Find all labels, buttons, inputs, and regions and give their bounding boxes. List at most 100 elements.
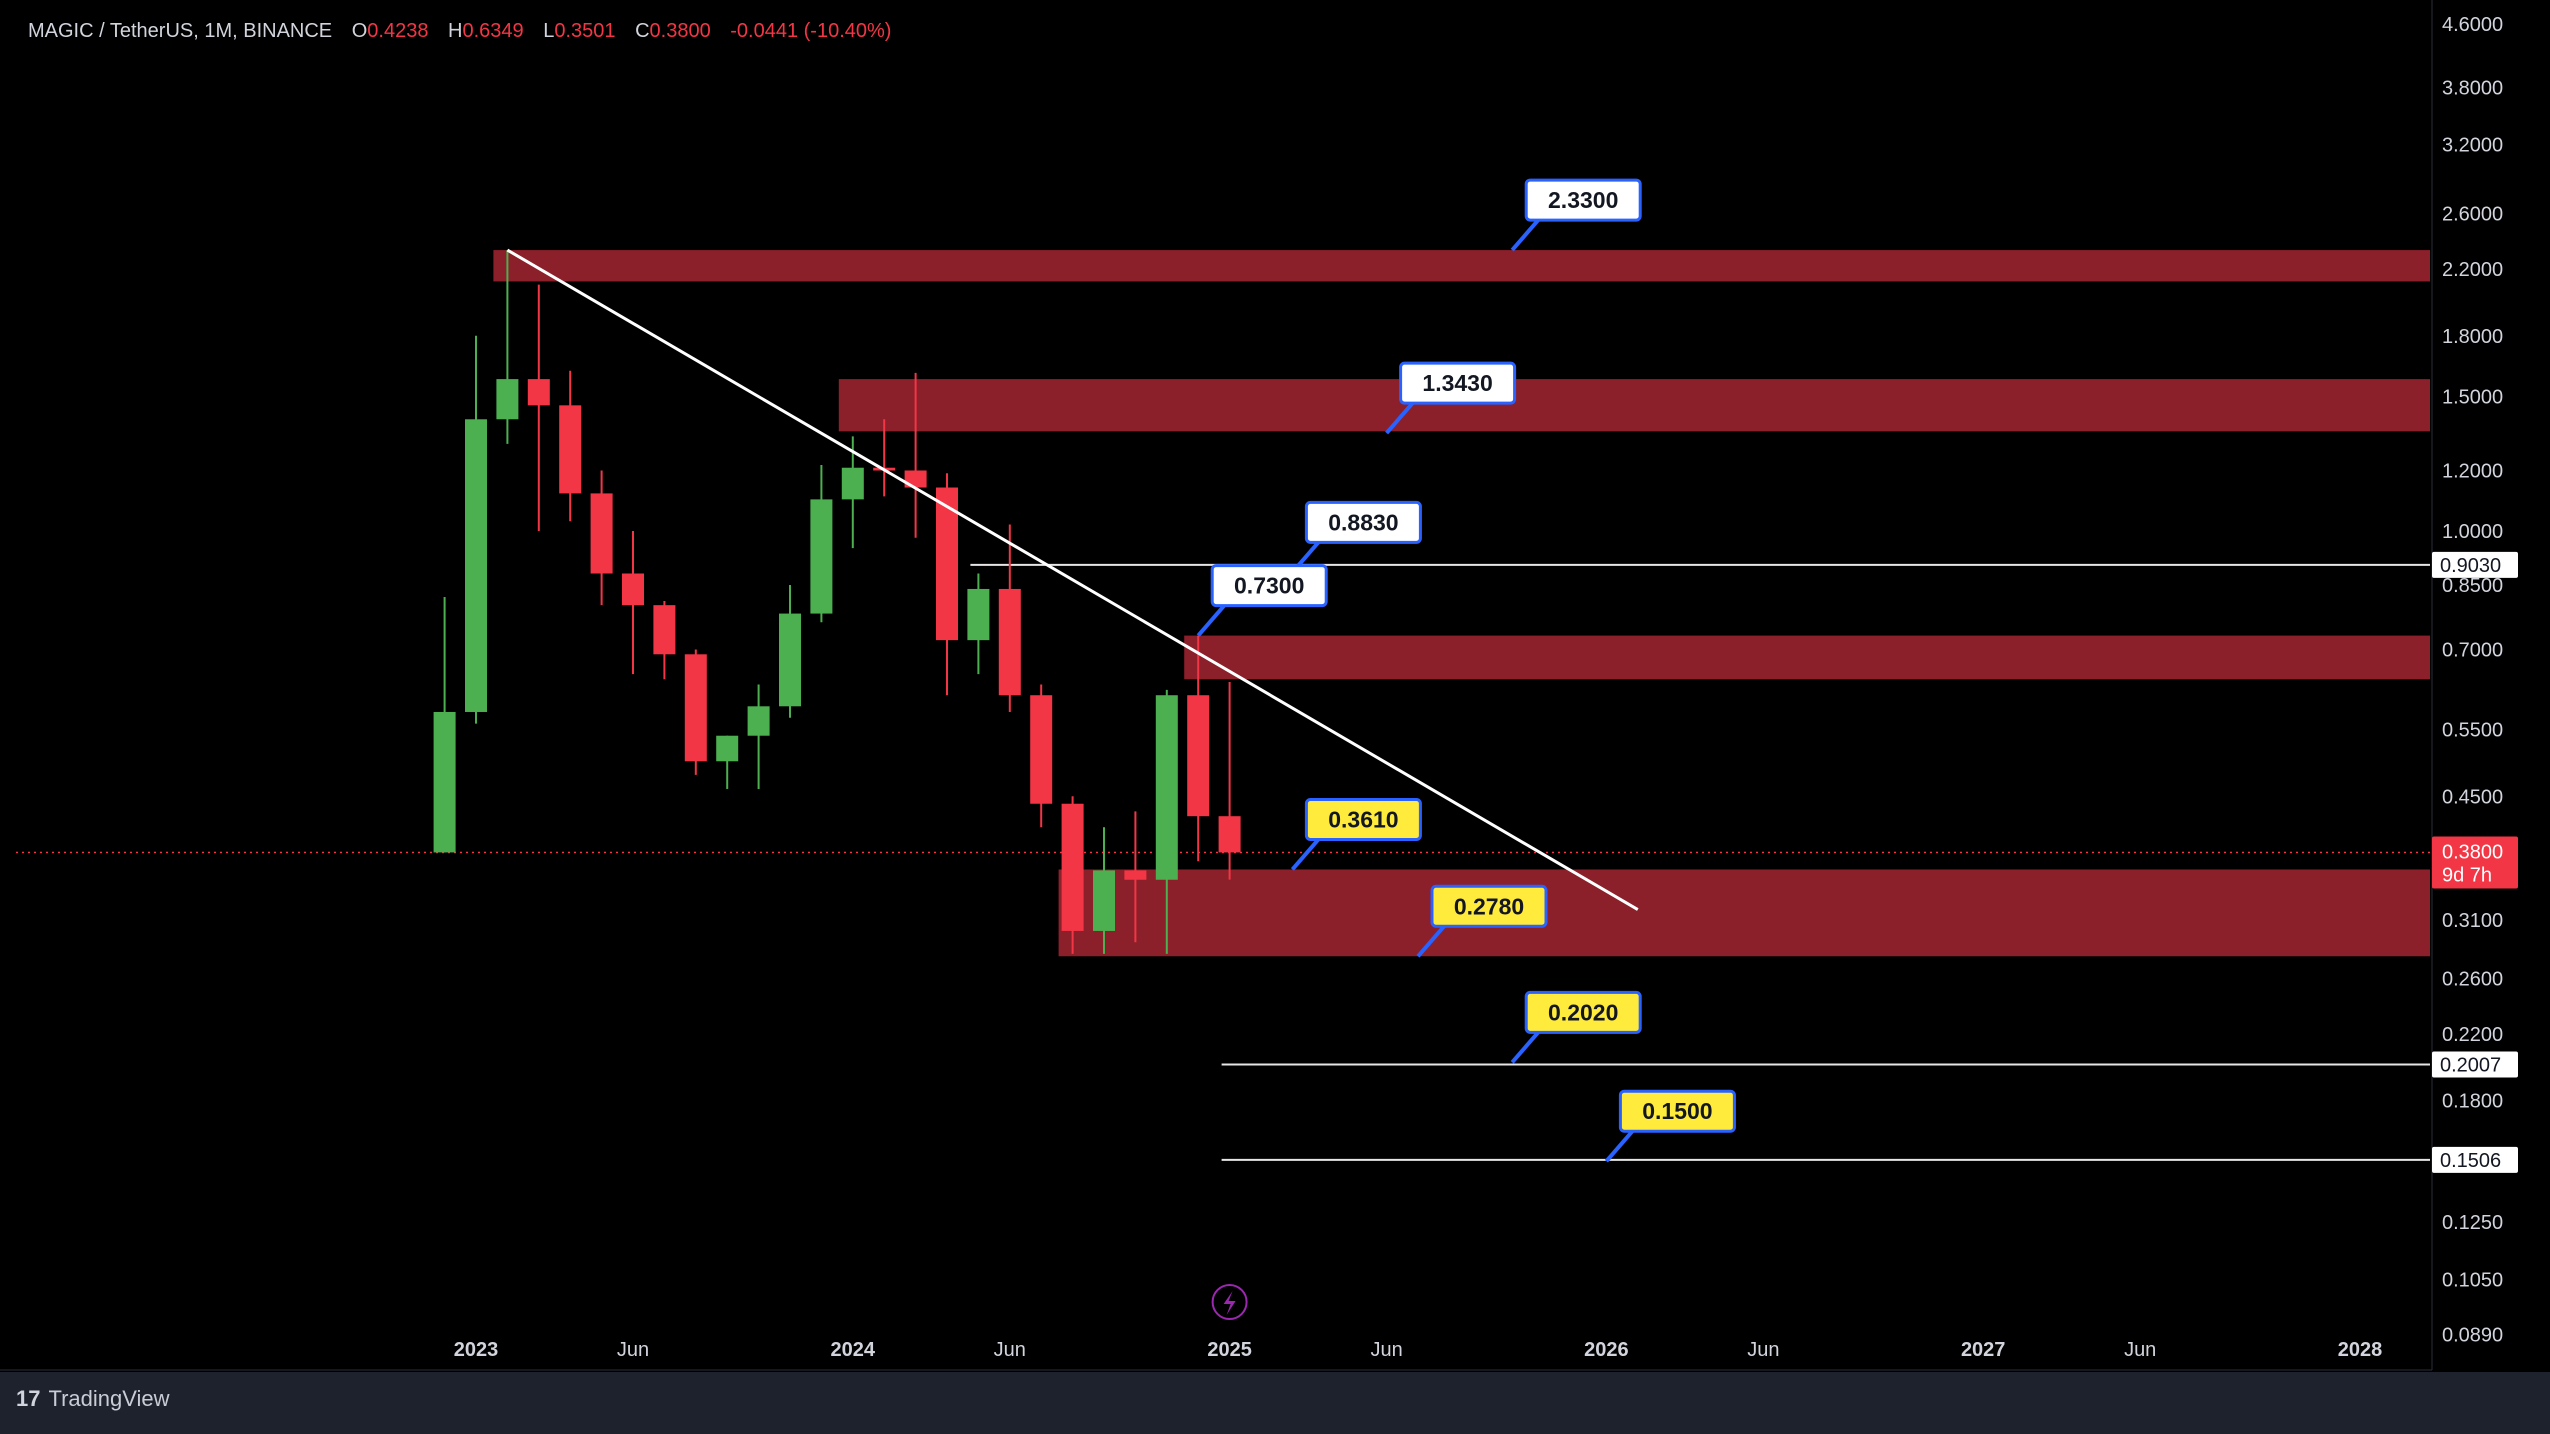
price-axis-tick: 0.3100: [2442, 910, 2503, 932]
time-axis-tick: 2024: [831, 1339, 876, 1361]
candle-bearish[interactable]: [590, 493, 613, 574]
resistance-zone[interactable]: [1058, 869, 2430, 957]
price-axis-tick: 0.0890: [2442, 1325, 2503, 1347]
candle-bearish[interactable]: [998, 588, 1021, 696]
price-axis-tick: 0.7000: [2442, 640, 2503, 662]
callout-pointer: [1290, 838, 1320, 871]
time-axis-tick: Jun: [994, 1339, 1026, 1361]
candle-bullish[interactable]: [967, 588, 990, 641]
open-label: O: [351, 20, 368, 42]
last-price-tag: [2432, 836, 2518, 889]
price-callout-label: 0.1500: [1642, 1098, 1712, 1124]
low-value: 0.3501: [554, 20, 616, 42]
price-callout-box[interactable]: [1430, 884, 1548, 928]
time-axis-tick: Jun: [1370, 1339, 1402, 1361]
symbol-name[interactable]: MAGIC / TetherUS, 1M, BINANCE: [28, 20, 333, 42]
tradingview-brand[interactable]: 17 TradingView: [16, 1386, 170, 1412]
level-axis-label: 0.1506: [2440, 1150, 2501, 1172]
tradingview-logo-icon: 17: [16, 1386, 41, 1411]
candle-bearish[interactable]: [1061, 803, 1084, 931]
price-axis-tick: 4.6000: [2442, 14, 2503, 36]
price-callout-box[interactable]: [1399, 361, 1517, 405]
candle-bullish[interactable]: [1093, 870, 1115, 931]
candle-bearish[interactable]: [1218, 816, 1241, 853]
trendline[interactable]: [506, 248, 1639, 911]
time-axis-tick: Jun: [1747, 1339, 1779, 1361]
price-callout-label: 1.3430: [1422, 370, 1492, 396]
candle-bearish[interactable]: [622, 573, 644, 606]
last-price-label: 0.3800: [2442, 841, 2503, 863]
brand-name: TradingView: [48, 1386, 170, 1411]
callout-pointer: [1416, 924, 1446, 958]
candle-bullish[interactable]: [465, 419, 487, 712]
price-axis-tick: 0.1050: [2442, 1270, 2503, 1292]
level-axis-label: 0.2007: [2440, 1054, 2501, 1076]
price-axis-tick: 0.2600: [2442, 968, 2503, 990]
time-axis-tick: 2026: [1584, 1339, 1629, 1361]
candle-bearish[interactable]: [653, 605, 676, 655]
price-callout-label: 0.2020: [1548, 999, 1618, 1025]
price-callout-box[interactable]: [1210, 564, 1328, 608]
level-axis-label: 0.9030: [2440, 555, 2501, 577]
price-callout-label: 2.3300: [1548, 187, 1618, 213]
callout-pointer: [1510, 218, 1540, 252]
candle-bullish[interactable]: [716, 735, 739, 762]
price-callout-box[interactable]: [1524, 990, 1642, 1034]
lightning-bolt-glyph: [1223, 1291, 1236, 1315]
price-axis-tick: 1.8000: [2442, 326, 2503, 348]
candle-bullish[interactable]: [779, 613, 801, 707]
candle-bearish[interactable]: [527, 379, 550, 406]
footer-bar: [0, 1372, 2550, 1434]
price-callout-box[interactable]: [1304, 500, 1422, 544]
candle-bearish[interactable]: [1124, 870, 1147, 880]
candle-bearish[interactable]: [904, 470, 927, 488]
price-callout-label: 0.7300: [1234, 573, 1304, 599]
price-axis-tick: 3.2000: [2442, 135, 2503, 157]
callout-pointer: [1604, 1129, 1634, 1163]
low-label: L: [543, 20, 555, 42]
candle-bearish[interactable]: [559, 405, 582, 494]
price-callout-label: 0.8830: [1328, 509, 1398, 535]
price-axis-tick: 2.6000: [2442, 204, 2503, 226]
callout-pointer: [1385, 401, 1415, 435]
price-axis-tick: 0.1250: [2442, 1212, 2503, 1234]
price-axis-tick: 0.4500: [2442, 786, 2503, 808]
price-axis-tick: 1.5000: [2442, 386, 2503, 408]
symbol-legend: MAGIC / TetherUS, 1M, BINANCE O0.4238 H0…: [28, 20, 891, 43]
candle-bullish[interactable]: [841, 467, 864, 500]
price-callout-label: 0.3610: [1328, 806, 1398, 832]
candle-bullish[interactable]: [433, 711, 456, 853]
time-axis-tick: Jun: [617, 1339, 649, 1361]
plot-background: [0, 0, 2550, 1370]
bar-countdown-label: 9d 7h: [2442, 864, 2492, 886]
candle-bullish[interactable]: [810, 499, 833, 614]
price-axis-tick: 0.2200: [2442, 1024, 2503, 1046]
candle-bullish[interactable]: [747, 706, 770, 736]
callout-pointer: [1510, 1031, 1540, 1064]
close-value: 0.3800: [649, 20, 711, 42]
candle-bullish[interactable]: [496, 379, 519, 420]
candle-bearish[interactable]: [1030, 695, 1053, 804]
candle-bearish[interactable]: [1187, 695, 1210, 817]
resistance-zone[interactable]: [838, 379, 2430, 432]
level-axis-label-bg: [2432, 551, 2518, 578]
lightning-event-icon[interactable]: [1211, 1284, 1248, 1320]
price-callout-box[interactable]: [1304, 797, 1422, 841]
price-axis-tick: 3.8000: [2442, 78, 2503, 100]
resistance-zone[interactable]: [493, 250, 2430, 282]
price-callout-box[interactable]: [1524, 178, 1642, 222]
price-axis-tick: 0.8500: [2442, 575, 2503, 597]
high-label: H: [448, 20, 463, 42]
price-axis-tick: 1.0000: [2442, 521, 2503, 543]
level-axis-label-bg: [2432, 1051, 2518, 1078]
price-callout-box[interactable]: [1618, 1089, 1736, 1133]
candle-bullish[interactable]: [1155, 695, 1178, 880]
candle-bearish[interactable]: [936, 487, 958, 641]
time-axis-tick: Jun: [2124, 1339, 2156, 1361]
candle-bearish[interactable]: [684, 654, 707, 762]
high-value: 0.6349: [462, 20, 524, 42]
close-label: C: [635, 20, 650, 42]
resistance-zone[interactable]: [1184, 635, 2430, 680]
